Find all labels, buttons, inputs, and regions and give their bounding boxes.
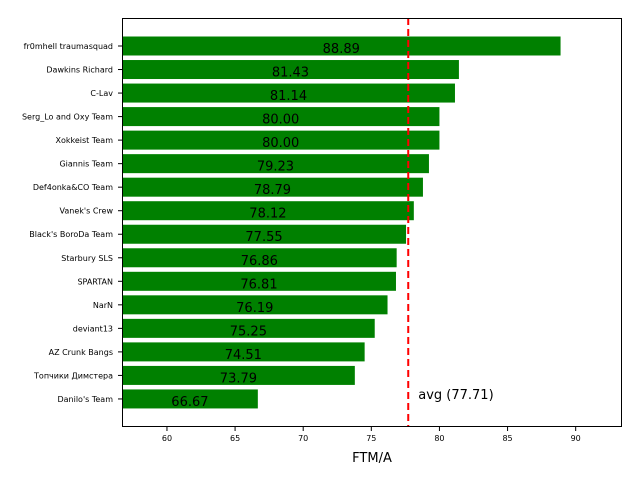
bar-value-label: 73.79 [220, 371, 257, 386]
y-axis-label: AZ Crunk Bangs [49, 348, 113, 357]
y-axis-label: Starbury SLS [61, 254, 113, 263]
bar-value-label: 79.23 [257, 160, 294, 175]
bar [122, 154, 429, 174]
bar-value-label: 78.79 [254, 183, 291, 198]
bar-value-label: 74.51 [225, 348, 262, 363]
x-tick-label: 60 [162, 434, 172, 443]
bar [122, 365, 355, 385]
bar [122, 83, 455, 103]
bar [122, 271, 396, 291]
y-axis-label: NarN [93, 301, 113, 310]
bar-value-label: 77.55 [245, 230, 282, 245]
bar [122, 389, 258, 409]
y-axis-label: SPARTAN [77, 277, 113, 286]
bar [122, 295, 388, 315]
bar [122, 60, 459, 80]
bar [122, 342, 365, 362]
bar-value-label: 81.43 [272, 66, 309, 81]
plot-frame [122, 18, 622, 427]
x-tick-label: 75 [366, 434, 376, 443]
x-tick-label: 65 [230, 434, 240, 443]
y-axis-label: Xokkeist Team [56, 136, 114, 145]
y-axis-label: Black's BoroDa Team [29, 230, 113, 239]
bar [122, 224, 407, 244]
bar [122, 130, 440, 150]
bar [122, 36, 561, 56]
average-label: avg (77.71) [418, 388, 493, 403]
x-tick-label: 80 [434, 434, 444, 443]
bar-value-label: 76.19 [236, 301, 273, 316]
y-axis-label: Def4onka&CO Team [33, 183, 113, 192]
bar-value-label: 81.14 [270, 89, 307, 104]
bar-value-label: 80.00 [262, 136, 299, 151]
y-axis-label: deviant13 [73, 324, 113, 333]
y-axis-label: fr0mhell traumasquad [24, 42, 113, 51]
bar-value-label: 76.81 [240, 277, 277, 292]
bar [122, 248, 397, 268]
y-axis-label: C-Lav [90, 89, 113, 98]
bar [122, 201, 414, 221]
bar-value-label: 76.86 [241, 254, 278, 269]
y-axis-label: Giannis Team [59, 160, 113, 169]
x-axis-ticks: 60 65 70 75 80 85 90 [162, 427, 581, 443]
bar-value-label: 75.25 [230, 324, 267, 339]
bar [122, 318, 375, 338]
y-axis-label: Danilo's Team [57, 395, 113, 404]
bar [122, 177, 423, 197]
y-axis-label: Dawkins Richard [46, 66, 113, 75]
y-axis-label: Топчики Димстера [33, 371, 113, 380]
bar-value-label: 80.00 [262, 113, 299, 128]
y-axis-label: Vanek's Crew [60, 207, 114, 216]
bar-value-label: 66.67 [171, 395, 208, 410]
bar-value-label: 78.12 [249, 207, 286, 222]
y-axis-labels: fr0mhell traumasquad Dawkins Richard C-Lav… [22, 42, 122, 404]
x-tick-label: 90 [571, 434, 581, 443]
bars-group: 88.89 81.43 81.14 80.00 80.00 79.23 78.79 78.12… [122, 36, 561, 410]
x-axis-title: FTM/A [352, 451, 392, 466]
x-tick-label: 85 [502, 434, 512, 443]
y-axis-label: Serg_Lo and Oxy Team [22, 113, 113, 122]
x-tick-label: 70 [298, 434, 308, 443]
bar [122, 107, 440, 127]
bar-value-label: 88.89 [323, 42, 360, 57]
